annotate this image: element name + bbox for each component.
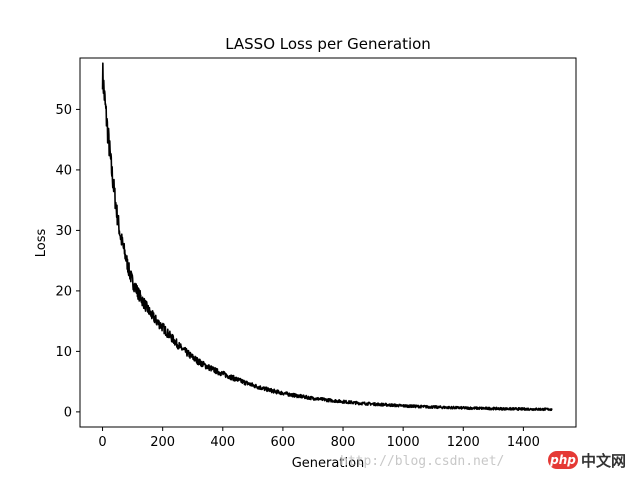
y-tick-label: 20 — [55, 284, 72, 299]
x-tick-label: 200 — [150, 435, 175, 450]
x-tick-label: 600 — [270, 435, 295, 450]
y-tick-label: 10 — [55, 345, 72, 360]
y-tick-label: 40 — [55, 163, 72, 178]
x-tick-label: 0 — [98, 435, 106, 450]
y-tick-label: 50 — [55, 103, 72, 118]
watermark-php-badge — [548, 451, 578, 469]
x-tick-label: 1000 — [387, 435, 420, 450]
x-tick-label: 1200 — [447, 435, 480, 450]
y-tick-label: 30 — [55, 224, 72, 239]
watermark: http://blog.csdn.net/ php 中文网 — [340, 451, 626, 470]
x-tick-label: 400 — [210, 435, 235, 450]
x-tick-label: 800 — [331, 435, 356, 450]
plot-frame — [79, 57, 577, 428]
series-line-loss — [101, 62, 553, 412]
plot-area — [79, 57, 577, 428]
watermark-url: http://blog.csdn.net/ — [340, 454, 504, 469]
x-axis-ticks: 0 200 400 600 800 1000 1200 1400 — [98, 427, 540, 450]
watermark-php-text: php — [549, 453, 576, 467]
y-axis-label: Loss — [34, 229, 49, 258]
x-axis-label: Generation — [292, 456, 365, 471]
chart-title: LASSO Loss per Generation — [225, 35, 431, 53]
y-tick-label: 0 — [64, 405, 72, 420]
y-axis-ticks: 0 10 20 30 40 50 — [55, 103, 80, 420]
watermark-brand: 中文网 — [581, 452, 626, 470]
x-tick-label: 1400 — [507, 435, 540, 450]
